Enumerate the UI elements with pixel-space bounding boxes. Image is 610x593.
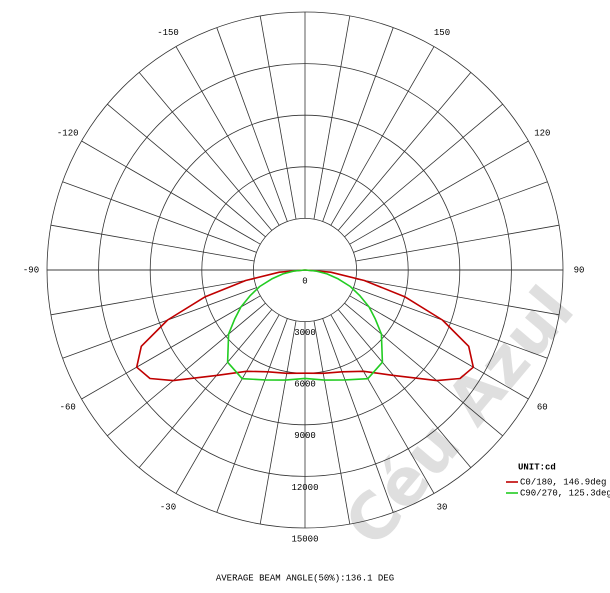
spoke: [355, 278, 560, 316]
spoke: [353, 181, 548, 253]
spoke: [138, 309, 273, 468]
watermark: Céu Azul: [331, 274, 589, 561]
spoke: [349, 295, 529, 400]
spoke: [107, 103, 266, 238]
angle-tick-label: 150: [434, 28, 450, 38]
spoke: [216, 318, 288, 513]
legend-label: C90/270, 125.3deg: [520, 488, 610, 498]
angle-tick-label: -60: [60, 402, 76, 412]
spoke: [81, 140, 261, 245]
angle-tick-label: -150: [157, 28, 179, 38]
unit-label: UNIT:cd: [518, 462, 556, 472]
angle-tick-label: -120: [57, 128, 79, 138]
curve: [226, 269, 384, 381]
angle-tick-label: 30: [437, 503, 448, 513]
r-tick-label: 15000: [291, 534, 318, 544]
angle-tick-label: 60: [537, 402, 548, 412]
spoke: [62, 181, 257, 253]
spoke: [138, 72, 273, 231]
legend-label: C0/180, 146.9deg: [520, 477, 606, 487]
spoke: [175, 46, 280, 226]
spoke: [344, 302, 503, 437]
spoke: [344, 103, 503, 238]
spoke: [62, 287, 257, 359]
angle-tick-label: -/+180: [289, 0, 321, 1]
spoke: [330, 46, 435, 226]
r-tick-label: 0: [302, 276, 307, 286]
spoke: [330, 314, 435, 494]
spoke: [322, 27, 394, 222]
spoke: [353, 287, 548, 359]
angle-tick-label: 90: [574, 265, 585, 275]
footer: AVERAGE BEAM ANGLE(50%):136.1 DEG: [216, 573, 394, 583]
spoke: [175, 314, 280, 494]
angle-tick-label: 120: [534, 128, 550, 138]
spoke: [355, 224, 560, 262]
spoke: [107, 302, 266, 437]
angle-tick-label: -90: [23, 265, 39, 275]
spoke: [50, 224, 255, 262]
curve: [135, 269, 475, 382]
spoke: [81, 295, 261, 400]
spoke: [259, 320, 297, 525]
spoke: [313, 15, 351, 220]
spoke: [259, 15, 297, 220]
spoke: [322, 318, 394, 513]
angle-tick-label: -30: [160, 503, 176, 513]
spoke: [337, 72, 472, 231]
spoke: [313, 320, 351, 525]
spoke: [337, 309, 472, 468]
spoke: [216, 27, 288, 222]
spoke: [349, 140, 529, 245]
spoke: [50, 278, 255, 316]
